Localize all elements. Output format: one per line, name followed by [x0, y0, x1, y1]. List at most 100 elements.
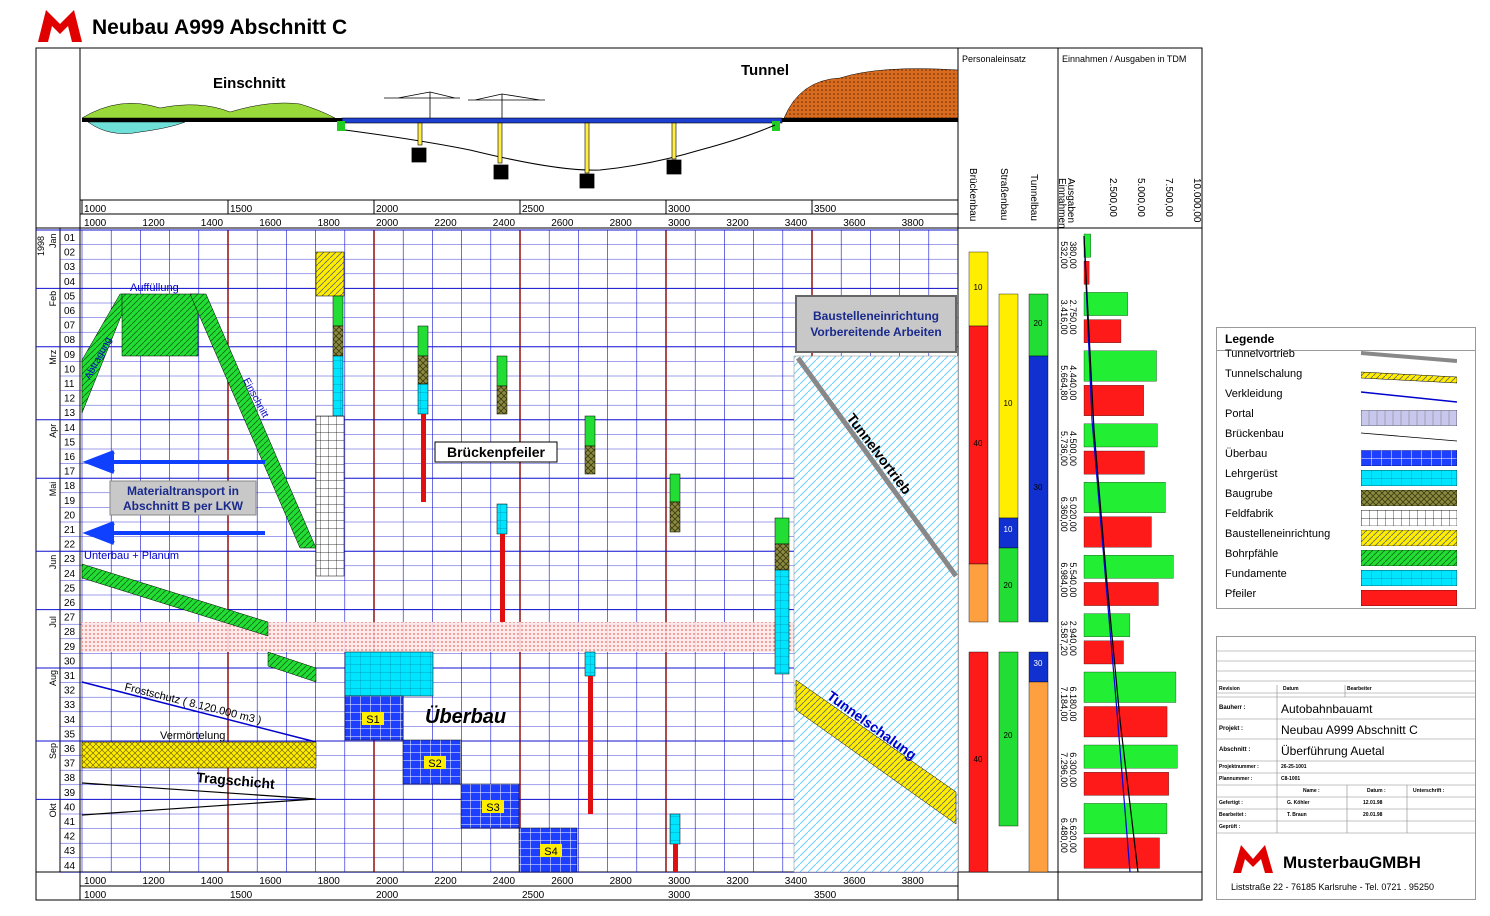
- personal-s1: 20: [1034, 319, 1043, 328]
- gantt-grid: [36, 229, 958, 873]
- personal-t1: 30: [1034, 483, 1043, 492]
- legend-item-label: Verkleidung: [1225, 388, 1283, 400]
- station-foot-label: 2600: [551, 876, 574, 887]
- finance-bar-ausgaben: [1083, 450, 1145, 475]
- label-s1: S1: [366, 714, 379, 726]
- week-label: 14: [64, 423, 76, 434]
- finance-ausgaben-label: 2.750,00: [1068, 300, 1078, 335]
- week-label: 32: [64, 686, 76, 697]
- finance-bar-einnahmen: [1083, 423, 1158, 448]
- station-foot-label: 2000: [376, 876, 399, 887]
- week-label: 08: [64, 335, 76, 346]
- legend-swatch: [1360, 370, 1458, 386]
- legend: Legende Tunnelvortrieb Tunnelschalung Verk…: [1216, 327, 1476, 609]
- personal-title: Personaleinsatz: [962, 54, 1027, 64]
- week-label: 30: [64, 656, 76, 667]
- tb-gefertigt-date: 12.01.98: [1363, 800, 1383, 806]
- station-foot-label: 1800: [318, 876, 341, 887]
- finance-bar-einnahmen: [1083, 292, 1128, 316]
- label-tunnelschalung: Tunnelschalung: [824, 687, 919, 762]
- finance-einnahmen-label: 532,00: [1059, 241, 1069, 269]
- personal-b1: 10: [974, 283, 983, 292]
- label-materialtransport-2: Abschnitt B per LKW: [123, 499, 244, 513]
- week-label: 17: [64, 467, 76, 478]
- week-label: 02: [64, 248, 76, 259]
- personal-col-brueckenbau: Brückenbau: [967, 168, 978, 221]
- personal-b2: 40: [974, 439, 983, 448]
- tb-bearbeitet-name: T. Braun: [1287, 812, 1307, 818]
- week-label: 24: [64, 569, 76, 580]
- legend-swatch: [1360, 350, 1458, 366]
- label-s2: S2: [428, 758, 441, 770]
- month-label: Jun: [48, 555, 58, 570]
- label-baustelle-1: Baustelleneinrichtung: [813, 309, 939, 323]
- tb-unterschrift-header: Unterschrift :: [1413, 788, 1445, 794]
- personal-s4: 20: [1004, 731, 1013, 740]
- finance-bar-ausgaben: [1083, 706, 1168, 738]
- month-label: Apr: [48, 424, 58, 438]
- station-bottom-label: 1000: [84, 218, 107, 229]
- finance-ausgaben-label: 380,00: [1068, 241, 1078, 269]
- station-bottom-label: 3400: [785, 218, 808, 229]
- label-frostschutz: Frostschutz ( 8.120.000 m3 ): [123, 681, 262, 727]
- week-label: 09: [64, 350, 76, 361]
- finance-bar-ausgaben: [1083, 772, 1169, 796]
- week-label: 40: [64, 802, 76, 813]
- tb-gefertigt-key: Gefertigt :: [1219, 800, 1243, 806]
- personal-b3: 40: [974, 755, 983, 764]
- week-label: 26: [64, 598, 76, 609]
- legend-item-label: Pfeiler: [1225, 588, 1257, 600]
- tb-datum: Datum: [1283, 686, 1299, 692]
- week-label: 29: [64, 642, 76, 653]
- station-foot-label: 2400: [493, 876, 516, 887]
- company-logo: [38, 8, 82, 44]
- station-bottom-label: 2600: [551, 218, 574, 229]
- legend-swatch: [1360, 390, 1458, 406]
- finance-bar-einnahmen: [1083, 744, 1178, 769]
- personal-s3: 20: [1004, 581, 1013, 590]
- finance-axis-label: 5.000,00: [1135, 178, 1146, 217]
- month-label: Aug: [48, 670, 58, 686]
- label-abtragung: Abtragung: [83, 335, 114, 381]
- legend-item-label: Fundamente: [1225, 568, 1287, 580]
- company-address: Liststraße 22 - 76185 Karlsruhe - Tel. 0…: [1231, 882, 1434, 892]
- finance-einnahmen-label: 3.416,00: [1059, 300, 1069, 335]
- month-label: Feb: [48, 291, 58, 307]
- legend-item-label: Lehrgerüst: [1225, 468, 1278, 480]
- station-foot-top-label: 2000: [376, 890, 399, 901]
- finance-einnahmen-label: 5.736,00: [1059, 431, 1069, 466]
- station-foot-top-label: 3500: [814, 890, 837, 901]
- finance-bar-einnahmen: [1083, 671, 1177, 703]
- finance-title: Einnahmen / Ausgaben in TDM: [1062, 54, 1186, 64]
- finance-einnahmen-label: 6.360,00: [1059, 497, 1069, 532]
- company-logo-small: [1233, 845, 1273, 873]
- finance-axis-label: 7.500,00: [1163, 178, 1174, 217]
- week-label: 35: [64, 729, 76, 740]
- label-s4: S4: [544, 846, 557, 858]
- station-bottom-label: 3000: [668, 218, 691, 229]
- label-baustelle-2: Vorbereitende Arbeiten: [810, 325, 941, 339]
- week-label: 37: [64, 759, 76, 770]
- station-bottom-label: 2800: [610, 218, 633, 229]
- finance-einnahmen-label: 6.984,00: [1059, 562, 1069, 597]
- legend-item-label: Tunnelschalung: [1225, 368, 1303, 380]
- station-top-label: 3500: [814, 204, 837, 215]
- title-block: Revision Datum Bearbeiter Bauherr : Auto…: [1216, 636, 1476, 900]
- station-foot-top-label: 1000: [84, 890, 107, 901]
- tb-projekt-value: Neubau A999 Abschnitt C: [1281, 723, 1418, 737]
- finance-bar-ausgaben: [1083, 516, 1152, 548]
- label-tunnel: Tunnel: [741, 62, 789, 79]
- station-foot-label: 1200: [142, 876, 165, 887]
- station-bottom-label: 2200: [434, 218, 457, 229]
- station-top-label: 2000: [376, 204, 399, 215]
- week-label: 06: [64, 306, 76, 317]
- finance-bar-einnahmen: [1083, 803, 1168, 835]
- week-label: 20: [64, 510, 76, 521]
- month-label: Jan: [48, 233, 58, 248]
- week-label: 36: [64, 744, 76, 755]
- finance-einnahmen-label: 3.587,20: [1059, 621, 1069, 656]
- legend-item-label: Portal: [1225, 408, 1254, 420]
- finance-col-ausgaben: Ausgaben: [1065, 178, 1076, 223]
- finance-bar-ausgaben: [1083, 385, 1144, 416]
